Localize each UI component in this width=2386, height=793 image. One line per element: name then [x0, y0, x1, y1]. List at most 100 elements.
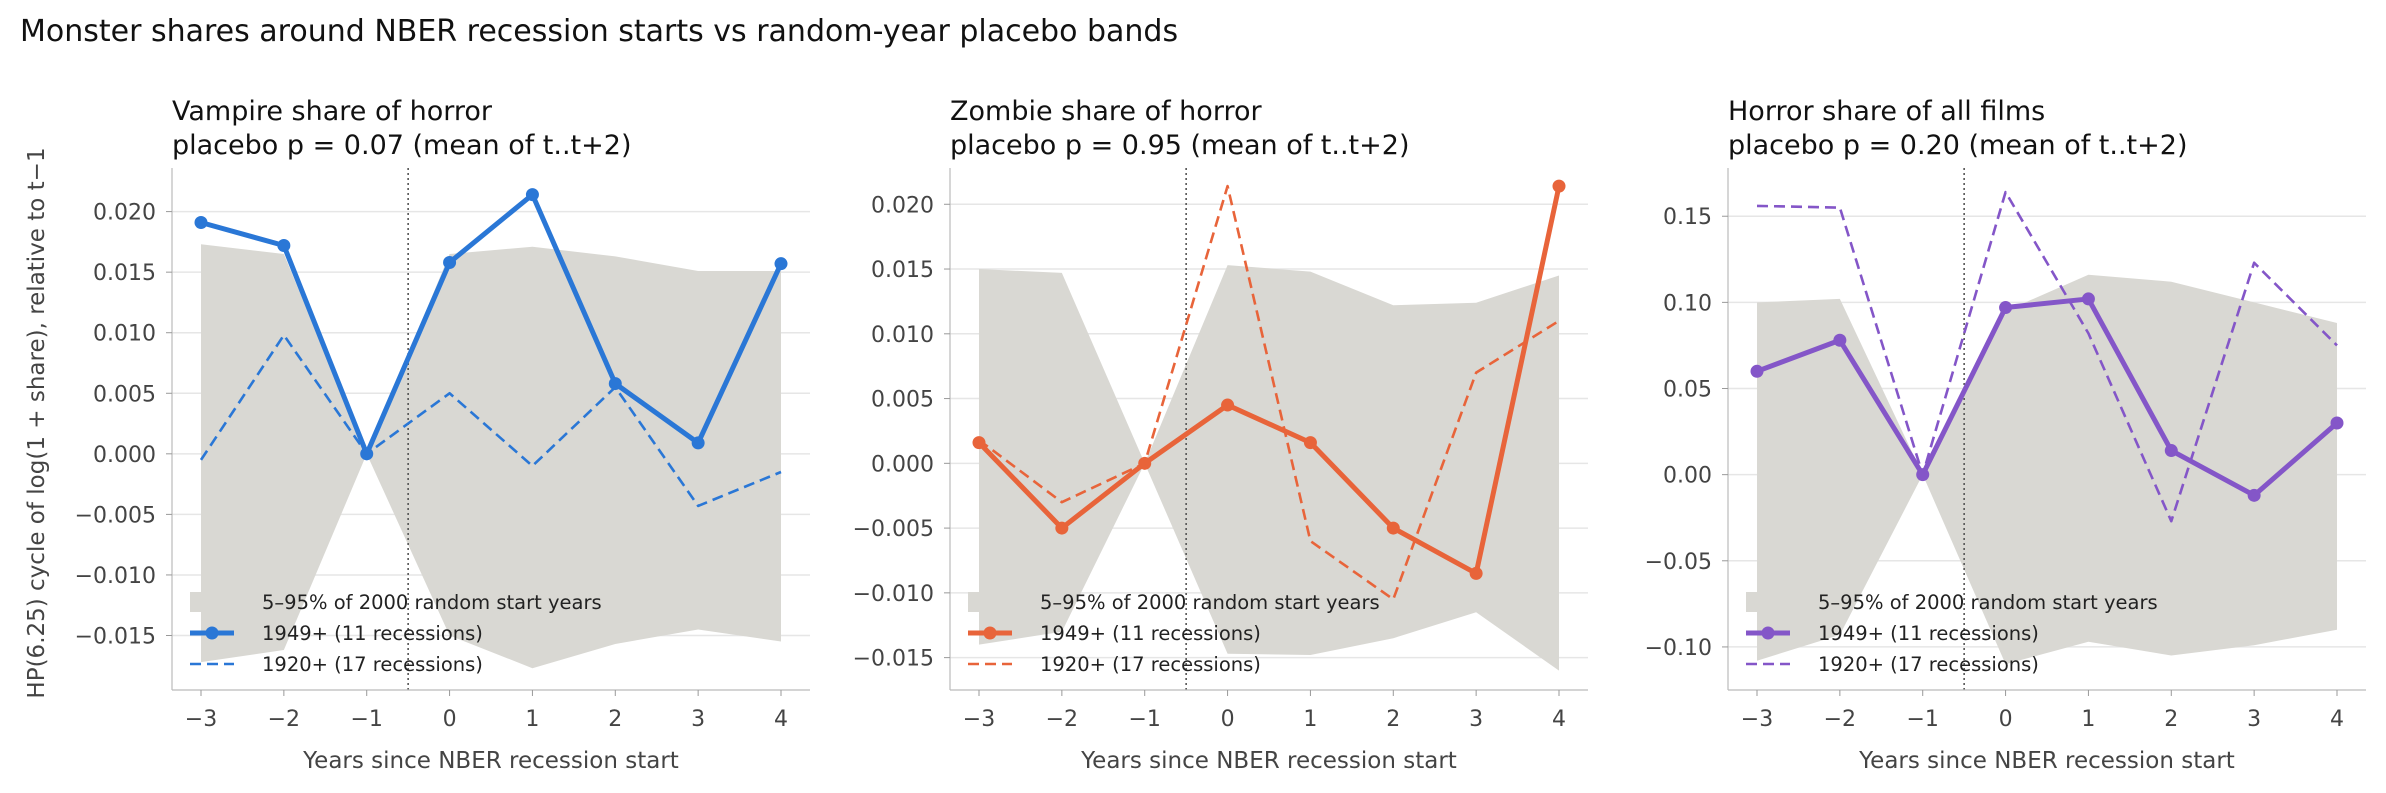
y-tick-label: 0.005 — [871, 388, 934, 413]
x-tick-label: 2 — [608, 707, 622, 732]
x-tick-label: 1 — [1303, 707, 1317, 732]
figure-title: Monster shares around NBER recession sta… — [20, 14, 1179, 49]
y-tick-label: −0.010 — [75, 564, 156, 589]
chart-title: Zombie share of horror — [950, 96, 1262, 127]
legend-marker-1949 — [205, 626, 219, 640]
x-tick-label: 1 — [525, 707, 539, 732]
series-line-1920 — [199, 333, 782, 508]
placebo-band — [1757, 274, 2337, 665]
y-tick-label: 0.010 — [871, 323, 934, 348]
y-tick-label: 0.020 — [93, 201, 156, 226]
y-tick-label: 0.005 — [93, 382, 156, 407]
chart-panel-zombie: −0.015 −0.010 −0.005 0.000 0.005 0.010 0.015 0.… — [853, 96, 1588, 774]
data-point — [1833, 333, 1847, 347]
x-tick-label: 2 — [1386, 707, 1400, 732]
placebo-band — [201, 244, 781, 669]
y-tick-label: −0.10 — [1645, 636, 1712, 661]
chart-title: Vampire share of horror — [172, 96, 493, 127]
data-point — [691, 436, 705, 450]
y-tick-label: 0.000 — [93, 443, 156, 468]
data-point — [2081, 292, 2095, 306]
placebo-band — [979, 265, 1559, 671]
legend-marker-1949 — [983, 626, 997, 640]
y-tick-label: 0.00 — [1663, 464, 1712, 489]
chart-subtitle: placebo p = 0.95 (mean of t..t+2) — [950, 130, 1409, 161]
x-tick-label: −3 — [185, 707, 217, 732]
x-tick-label: −2 — [268, 707, 300, 732]
series-line-1949 — [1756, 296, 2339, 498]
legend-label-band: 5–95% of 2000 random start years — [1040, 591, 1380, 614]
series-line-1949 — [977, 185, 1562, 576]
y-tick-label: −0.015 — [853, 647, 934, 672]
x-tick-label: −2 — [1824, 707, 1856, 732]
y-tick-label: −0.015 — [75, 624, 156, 649]
series-line-1920 — [1756, 190, 2338, 523]
x-tick-label: 3 — [691, 707, 705, 732]
data-point — [525, 188, 539, 202]
y-axis-label: HP(6.25) cycle of log(1 + share), relati… — [24, 147, 50, 698]
legend-label-band: 5–95% of 2000 random start years — [1818, 591, 2158, 614]
data-point — [1552, 179, 1566, 193]
y-tick-label: 0.015 — [93, 261, 156, 286]
data-point — [1469, 566, 1483, 580]
data-point — [2247, 488, 2261, 502]
y-tick-label: 0.10 — [1663, 291, 1712, 316]
data-point — [277, 239, 291, 253]
legend-swatch-band — [968, 592, 1012, 612]
data-point — [1750, 364, 1764, 378]
data-point — [2164, 444, 2178, 458]
y-tick-label: 0.020 — [871, 193, 934, 218]
data-point — [194, 216, 208, 230]
chart-subtitle: placebo p = 0.07 (mean of t..t+2) — [172, 130, 631, 161]
legend-label-1920: 1920+ (17 recessions) — [262, 653, 483, 676]
x-tick-label: −3 — [1741, 707, 1773, 732]
data-point — [443, 255, 457, 269]
legend-marker-1949 — [1761, 626, 1775, 640]
x-axis-label: Years since NBER recession start — [1080, 748, 1457, 774]
data-point — [1999, 301, 2013, 315]
data-point — [2330, 416, 2344, 430]
chart-panel-vampire: −0.015 −0.010 −0.005 0.000 0.005 0.010 0.015 0.… — [75, 96, 810, 774]
data-point — [1055, 521, 1069, 535]
chart-panel-horror: −0.10 −0.05 0.00 0.05 0.10 0.15 −3 −2 −1 0 1 2 3 4 Hor… — [1645, 96, 2366, 774]
legend-label-1920: 1920+ (17 recessions) — [1040, 653, 1261, 676]
x-tick-label: −2 — [1046, 707, 1078, 732]
legend-label-band: 5–95% of 2000 random start years — [262, 591, 602, 614]
series-line-1920 — [978, 184, 1560, 601]
legend-label-1949: 1949+ (11 recessions) — [1818, 622, 2039, 645]
x-axis-label: Years since NBER recession start — [302, 748, 679, 774]
series-line-1949 — [200, 192, 784, 457]
y-tick-label: −0.010 — [853, 582, 934, 607]
x-tick-label: 0 — [1221, 707, 1235, 732]
y-tick-label: −0.05 — [1645, 550, 1712, 575]
data-point — [1386, 521, 1400, 535]
legend-swatch-band — [190, 592, 234, 612]
x-tick-label: −3 — [963, 707, 995, 732]
y-tick-label: 0.05 — [1663, 378, 1712, 403]
x-tick-label: 4 — [2330, 707, 2344, 732]
x-tick-label: 0 — [443, 707, 457, 732]
legend-label-1920: 1920+ (17 recessions) — [1818, 653, 2039, 676]
x-tick-label: 4 — [1552, 707, 1566, 732]
legend-label-1949: 1949+ (11 recessions) — [1040, 622, 1261, 645]
data-point — [608, 377, 622, 391]
y-tick-label: 0.015 — [871, 258, 934, 283]
x-axis-label: Years since NBER recession start — [1858, 748, 2235, 774]
data-point — [972, 436, 986, 450]
chart-title: Horror share of all films — [1728, 96, 2045, 127]
legend-label-1949: 1949+ (11 recessions) — [262, 622, 483, 645]
chart-subtitle: placebo p = 0.20 (mean of t..t+2) — [1728, 130, 2187, 161]
x-tick-label: 1 — [2081, 707, 2095, 732]
x-tick-label: 4 — [774, 707, 788, 732]
data-point — [1303, 436, 1317, 450]
y-tick-label: 0.15 — [1663, 205, 1712, 230]
x-tick-label: 0 — [1999, 707, 2013, 732]
x-tick-label: −1 — [350, 707, 382, 732]
y-tick-label: 0.000 — [871, 452, 934, 477]
y-tick-label: −0.005 — [75, 503, 156, 528]
x-tick-label: 3 — [1469, 707, 1483, 732]
x-tick-label: −1 — [1128, 707, 1160, 732]
y-tick-label: −0.005 — [853, 517, 934, 542]
y-tick-label: 0.010 — [93, 322, 156, 347]
